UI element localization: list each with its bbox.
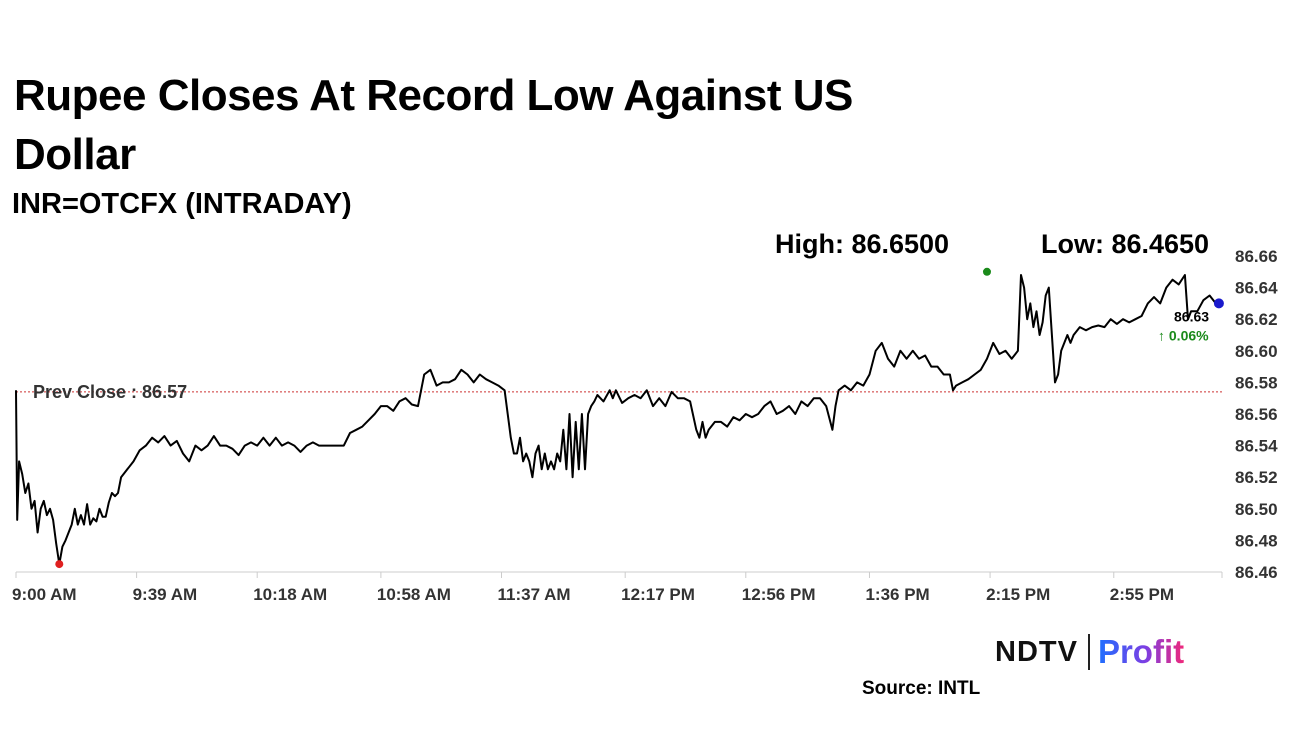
last-value-label: 86.63 <box>1174 308 1209 324</box>
y-tick-label: 86.48 <box>1235 531 1278 550</box>
price-line <box>15 274 1222 566</box>
x-tick-label: 9:39 AM <box>133 585 198 604</box>
x-tick-label: 10:58 AM <box>377 585 451 604</box>
x-tick-label: 10:18 AM <box>253 585 327 604</box>
y-tick-label: 86.54 <box>1235 437 1278 456</box>
y-axis: 86.46 86.48 86.50 86.52 86.54 86.56 86.58 86.60… <box>1235 247 1278 582</box>
ndtv-profit-logo: NDTV Profit <box>995 632 1184 672</box>
x-tick-label: 1:36 PM <box>865 585 929 604</box>
y-tick-label: 86.46 <box>1235 563 1278 582</box>
x-tick-label: 9:00 AM <box>12 585 77 604</box>
low-stat: Low: 86.4650 <box>1041 229 1210 259</box>
x-tick-label: 12:56 PM <box>742 585 816 604</box>
y-tick-label: 86.60 <box>1235 342 1278 361</box>
y-tick-label: 86.64 <box>1235 279 1278 298</box>
low-marker <box>55 560 64 569</box>
y-tick-label: 86.62 <box>1235 310 1278 329</box>
last-marker <box>1213 298 1224 309</box>
chart-title: Rupee Closes At Record Low Against US Do… <box>14 71 853 179</box>
x-tick-label: 12:17 PM <box>621 585 695 604</box>
high-stat: High: 86.6500 <box>775 229 950 259</box>
logo-divider <box>1087 634 1090 670</box>
x-tick-label: 11:37 AM <box>497 585 570 604</box>
source-note: Source: INTL <box>862 678 981 699</box>
x-tick-label: 2:55 PM <box>1110 585 1174 604</box>
y-tick-label: 86.56 <box>1235 405 1278 424</box>
prev-close-label: Prev Close : 86.57 <box>33 382 187 402</box>
y-tick-label: 86.66 <box>1235 247 1278 266</box>
x-tick-label: 2:15 PM <box>986 585 1050 604</box>
change-label: ↑ 0.06% <box>1158 327 1209 343</box>
logo-ndtv-text: NDTV <box>995 635 1078 668</box>
y-tick-label: 86.58 <box>1235 373 1278 392</box>
y-tick-label: 86.52 <box>1235 468 1278 487</box>
high-marker <box>982 267 991 276</box>
logo-profit-text: Profit <box>1097 633 1185 670</box>
x-axis: 9:00 AM 9:39 AM 10:18 AM 10:58 AM 11:37 AM 12… <box>12 572 1223 604</box>
chart-subtitle: INR=OTCFX (INTRADAY) <box>12 188 352 220</box>
y-tick-label: 86.50 <box>1235 500 1278 519</box>
